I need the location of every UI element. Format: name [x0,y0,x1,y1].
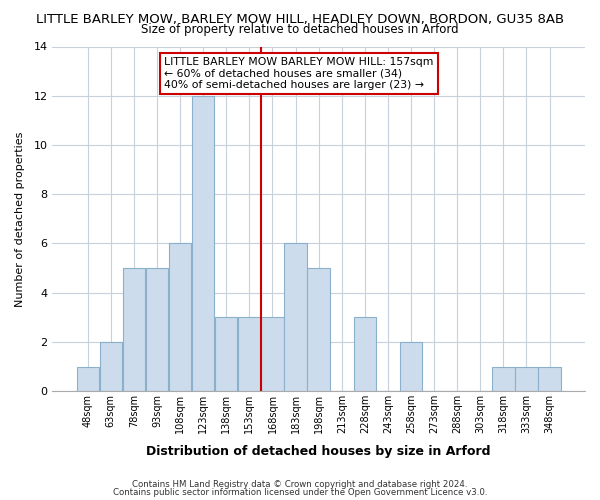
Bar [100,342,122,391]
Text: Contains public sector information licensed under the Open Government Licence v3: Contains public sector information licen… [113,488,487,497]
Bar [215,318,238,391]
Bar [238,318,260,391]
X-axis label: Distribution of detached houses by size in Arford: Distribution of detached houses by size … [146,444,491,458]
Bar [284,244,307,391]
Bar [400,342,422,391]
Bar [492,366,515,391]
Text: Size of property relative to detached houses in Arford: Size of property relative to detached ho… [141,22,459,36]
Bar [77,366,99,391]
Bar [169,244,191,391]
Bar [307,268,330,391]
Bar [123,268,145,391]
Y-axis label: Number of detached properties: Number of detached properties [15,131,25,306]
Bar [353,318,376,391]
Bar [538,366,561,391]
Text: LITTLE BARLEY MOW, BARLEY MOW HILL, HEADLEY DOWN, BORDON, GU35 8AB: LITTLE BARLEY MOW, BARLEY MOW HILL, HEAD… [36,12,564,26]
Text: Contains HM Land Registry data © Crown copyright and database right 2024.: Contains HM Land Registry data © Crown c… [132,480,468,489]
Bar [146,268,168,391]
Bar [261,318,284,391]
Text: LITTLE BARLEY MOW BARLEY MOW HILL: 157sqm
← 60% of detached houses are smaller (: LITTLE BARLEY MOW BARLEY MOW HILL: 157sq… [164,57,434,90]
Bar [515,366,538,391]
Bar [192,96,214,391]
